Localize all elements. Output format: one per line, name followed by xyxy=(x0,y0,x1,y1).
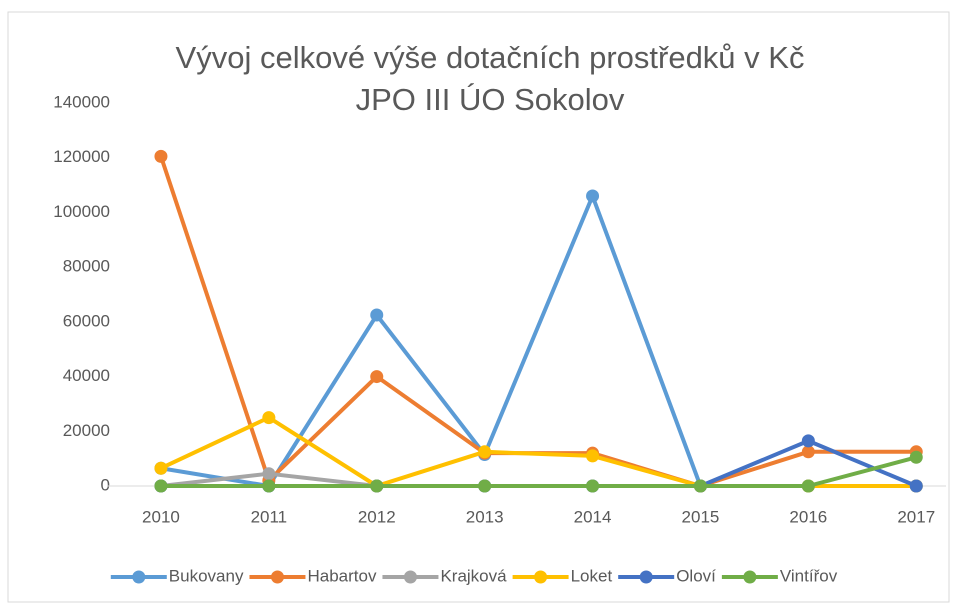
chart-title: Vývoj celkové výše dotačních prostředků … xyxy=(176,40,805,75)
legend-item: Loket xyxy=(512,566,613,585)
data-point xyxy=(370,479,384,493)
y-tick-label: 0 xyxy=(101,475,110,494)
legend-item: Vintířov xyxy=(721,566,838,585)
x-tick-label: 2016 xyxy=(789,507,827,526)
data-point xyxy=(262,479,276,493)
legend-label: Vintířov xyxy=(780,566,838,585)
data-point xyxy=(262,467,276,481)
data-point xyxy=(586,189,600,203)
legend-item: Krajková xyxy=(382,566,507,585)
y-tick-label: 140000 xyxy=(53,92,110,111)
legend-item: Habartov xyxy=(249,566,377,585)
data-point xyxy=(154,479,168,493)
x-tick-label: 2017 xyxy=(897,507,935,526)
y-tick-label: 80000 xyxy=(63,257,110,276)
x-tick-label: 2013 xyxy=(466,507,504,526)
x-tick-label: 2012 xyxy=(358,507,396,526)
legend-label: Habartov xyxy=(307,566,376,585)
legend-marker xyxy=(534,570,548,584)
data-point xyxy=(262,411,276,425)
legend-marker xyxy=(743,570,757,584)
x-tick-label: 2014 xyxy=(574,507,612,526)
data-point xyxy=(801,434,815,448)
legend-marker xyxy=(132,570,146,584)
data-point xyxy=(478,445,492,459)
data-point xyxy=(586,479,600,493)
data-point xyxy=(909,479,923,493)
data-point xyxy=(154,461,168,475)
chart-frame xyxy=(7,11,950,603)
legend-marker xyxy=(270,570,284,584)
legend-marker xyxy=(639,570,653,584)
data-point xyxy=(370,370,384,384)
data-point xyxy=(586,449,600,463)
chart-title: JPO III ÚO Sokolov xyxy=(356,82,625,117)
data-point xyxy=(801,445,815,459)
legend-label: Loket xyxy=(571,566,613,585)
x-tick-label: 2015 xyxy=(682,507,720,526)
legend-label: Oloví xyxy=(676,566,716,585)
data-point xyxy=(154,149,168,163)
data-point xyxy=(370,308,384,322)
y-tick-label: 120000 xyxy=(53,147,110,166)
y-tick-label: 60000 xyxy=(63,311,110,330)
series-line xyxy=(160,455,917,488)
data-point xyxy=(693,479,707,493)
x-tick-label: 2011 xyxy=(251,507,288,526)
legend-marker xyxy=(403,570,417,584)
legend-label: Krajková xyxy=(440,566,507,585)
y-tick-label: 20000 xyxy=(63,421,110,440)
y-tick-label: 100000 xyxy=(53,202,110,221)
data-point xyxy=(909,450,923,464)
data-point xyxy=(801,479,815,493)
legend-item: Oloví xyxy=(618,566,716,585)
legend-label: Bukovany xyxy=(169,566,244,585)
x-tick-label: 2010 xyxy=(142,507,180,526)
legend-item: Bukovany xyxy=(110,566,244,585)
y-tick-label: 40000 xyxy=(63,366,110,385)
data-point xyxy=(478,479,492,493)
